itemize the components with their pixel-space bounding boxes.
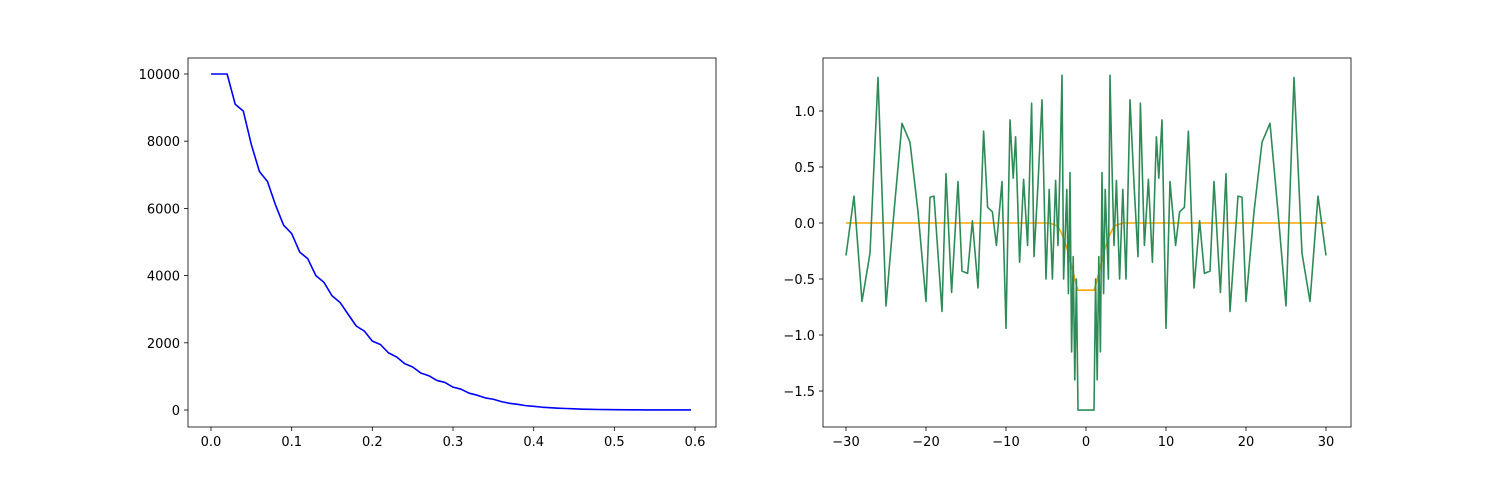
- y-tick-label: 0: [172, 404, 180, 419]
- x-tick-label: −20: [912, 435, 939, 450]
- x-tick-label: −30: [832, 435, 859, 450]
- y-tick-label: 8000: [147, 135, 180, 150]
- y-tick-label: −1.0: [783, 329, 815, 344]
- x-tick-label: 20: [1238, 435, 1255, 450]
- line: [210, 73, 691, 411]
- x-tick-label: 30: [1318, 435, 1335, 450]
- x-tick-label: 0.0: [201, 435, 222, 450]
- x-tick-label: 0.2: [362, 435, 383, 450]
- y-tick-label: 0.0: [794, 217, 815, 232]
- y-tick-label: 2000: [147, 337, 180, 352]
- y-tick-label: −1.5: [783, 385, 815, 400]
- x-tick-label: −10: [992, 435, 1019, 450]
- x-tick-label: 0.4: [523, 435, 544, 450]
- x-tick-label: 0.3: [443, 435, 464, 450]
- axes-frame: [187, 57, 717, 428]
- y-tick-label: −0.5: [783, 273, 815, 288]
- y-tick-label: 0.5: [794, 161, 815, 176]
- x-tick-label: 0.6: [685, 435, 706, 450]
- line: [846, 222, 1326, 292]
- line: [845, 74, 1327, 411]
- axes-frame: [822, 57, 1352, 428]
- x-tick-label: 0.5: [604, 435, 625, 450]
- y-tick-label: 6000: [147, 202, 180, 217]
- x-tick-label: 10: [1158, 435, 1175, 450]
- y-tick-label: 4000: [147, 270, 180, 285]
- y-tick-label: 10000: [139, 68, 180, 83]
- x-tick-label: 0.1: [281, 435, 302, 450]
- y-tick-label: 1.0: [794, 105, 815, 120]
- x-tick-label: 0: [1082, 435, 1090, 450]
